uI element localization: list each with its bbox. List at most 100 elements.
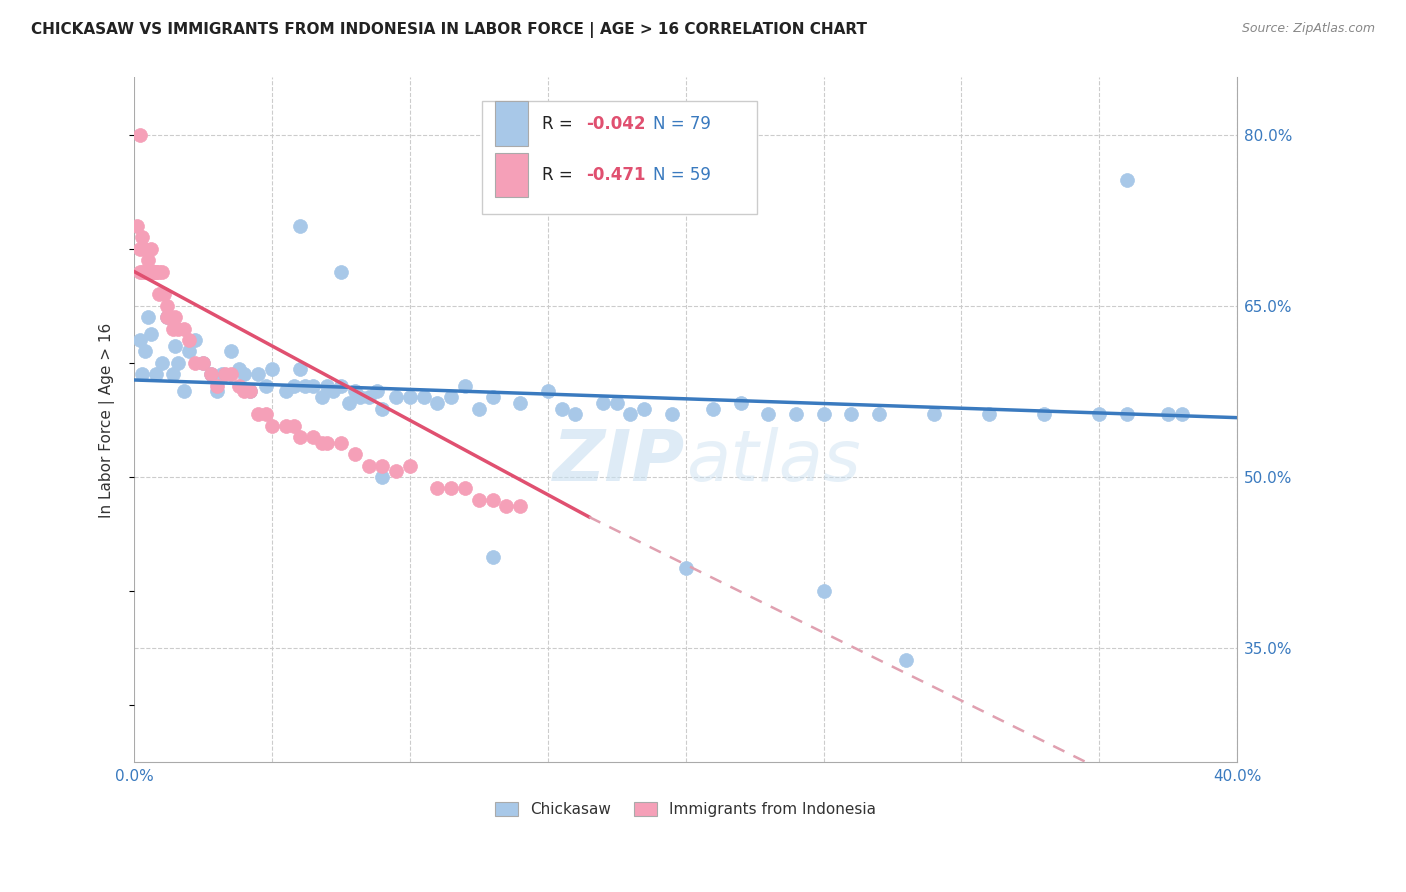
Point [385, 464, 408, 478]
Point [283, 418, 305, 433]
Point [426, 396, 449, 410]
Point [128, 242, 150, 256]
Bar [495, 153, 527, 197]
Point [145, 264, 167, 278]
Point [495, 499, 517, 513]
Point [550, 401, 572, 416]
Point [256, 378, 278, 392]
Point [1157, 407, 1180, 421]
Point [592, 396, 614, 410]
Point [247, 368, 270, 382]
Point [184, 356, 207, 370]
Point [357, 458, 380, 473]
Point [454, 378, 477, 392]
Point [233, 368, 256, 382]
Point [128, 264, 150, 278]
Point [440, 390, 463, 404]
Point [191, 356, 214, 370]
Text: -0.042: -0.042 [586, 115, 645, 133]
Point [813, 584, 835, 599]
Point [896, 653, 918, 667]
Point [139, 327, 162, 342]
Text: N = 59: N = 59 [652, 166, 710, 184]
Point [228, 378, 250, 392]
Point [412, 390, 434, 404]
Point [675, 561, 697, 575]
Point [509, 396, 531, 410]
Y-axis label: In Labor Force | Age > 16: In Labor Force | Age > 16 [100, 322, 115, 517]
Point [239, 384, 262, 399]
Point [205, 384, 228, 399]
Point [785, 407, 807, 421]
Point [184, 333, 207, 347]
Text: Source: ZipAtlas.com: Source: ZipAtlas.com [1241, 22, 1375, 36]
Point [131, 230, 153, 244]
Point [454, 482, 477, 496]
Point [839, 407, 862, 421]
Legend: Chickasaw, Immigrants from Indonesia: Chickasaw, Immigrants from Indonesia [489, 796, 883, 823]
Point [274, 418, 297, 433]
Point [142, 264, 165, 278]
Point [399, 390, 422, 404]
Point [260, 361, 283, 376]
Point [134, 264, 156, 278]
Bar [495, 102, 527, 146]
Point [200, 368, 222, 382]
Point [148, 287, 170, 301]
Point [302, 378, 325, 392]
Point [148, 264, 170, 278]
Point [288, 361, 311, 376]
Point [440, 482, 463, 496]
Point [813, 407, 835, 421]
Text: N = 79: N = 79 [652, 115, 710, 133]
Point [329, 435, 352, 450]
Point [205, 378, 228, 392]
Point [311, 390, 333, 404]
Point [128, 333, 150, 347]
Point [136, 253, 159, 268]
Point [1088, 407, 1111, 421]
Point [167, 356, 190, 370]
Point [191, 356, 214, 370]
Point [283, 378, 305, 392]
Point [1033, 407, 1056, 421]
Point [139, 264, 162, 278]
Point [316, 435, 339, 450]
Point [481, 390, 503, 404]
Text: ZIP: ZIP [554, 426, 686, 496]
Point [468, 401, 491, 416]
Point [156, 299, 179, 313]
Point [385, 390, 408, 404]
Point [977, 407, 1000, 421]
Point [239, 384, 262, 399]
Point [661, 407, 683, 421]
Point [134, 344, 156, 359]
Point [294, 378, 316, 392]
Text: -0.471: -0.471 [586, 166, 645, 184]
Point [399, 458, 422, 473]
Point [619, 407, 641, 421]
Point [329, 378, 352, 392]
Point [343, 447, 366, 461]
Point [150, 264, 173, 278]
Point [156, 310, 179, 325]
Point [153, 287, 176, 301]
Point [288, 430, 311, 444]
Point [156, 310, 179, 325]
Point [131, 368, 153, 382]
Point [274, 384, 297, 399]
Point [131, 264, 153, 278]
Point [145, 264, 167, 278]
FancyBboxPatch shape [482, 102, 758, 214]
Point [481, 549, 503, 564]
Text: atlas: atlas [686, 426, 860, 496]
Point [173, 321, 195, 335]
Point [200, 368, 222, 382]
Point [288, 219, 311, 233]
Point [311, 435, 333, 450]
Point [1115, 407, 1137, 421]
Point [165, 310, 187, 325]
Point [537, 384, 560, 399]
Point [343, 384, 366, 399]
Point [329, 264, 352, 278]
